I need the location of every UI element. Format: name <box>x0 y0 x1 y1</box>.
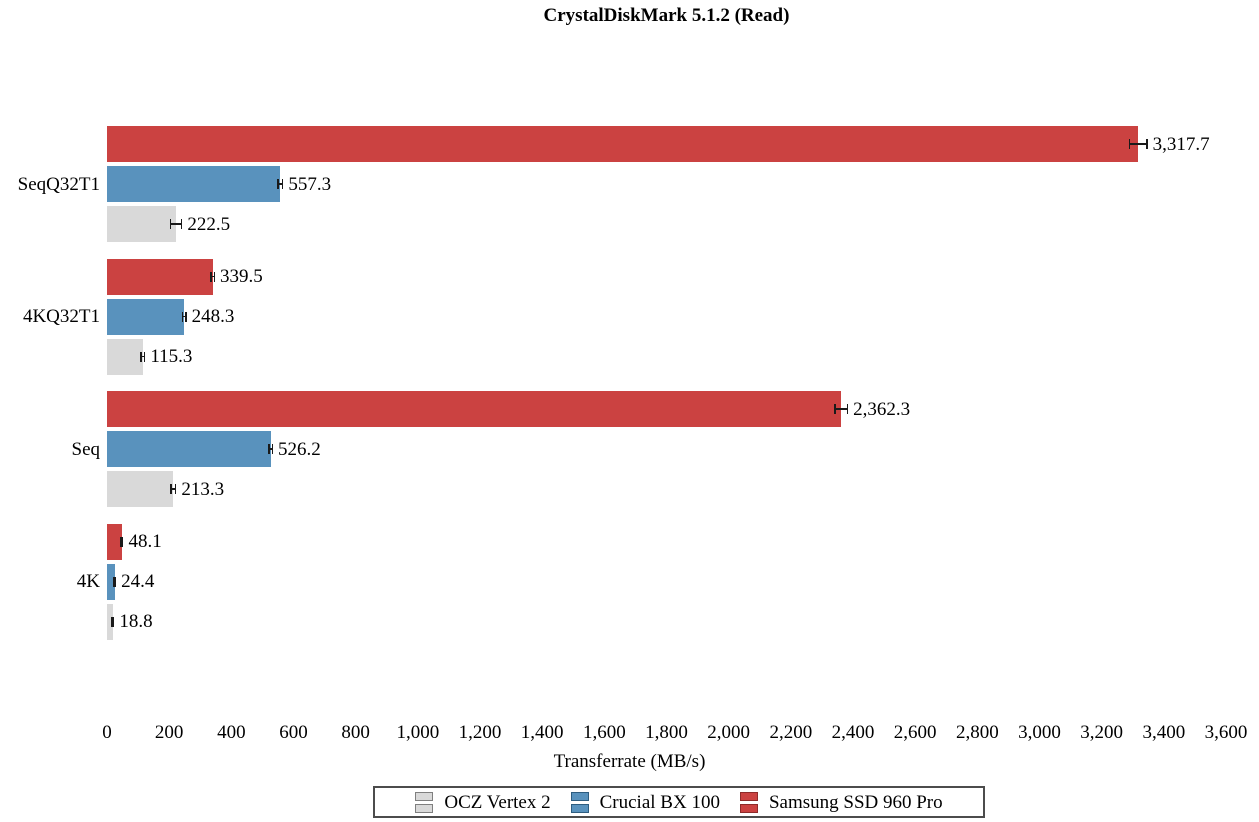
bar-value-label-seq-crucial-bx-100: 526.2 <box>278 438 321 460</box>
x-tick-label-3-000: 3,000 <box>1018 722 1061 743</box>
bar-seq-samsung-ssd-960-pro <box>107 391 842 427</box>
x-tick-label-1-600: 1,600 <box>582 722 626 743</box>
chart-title: CrystalDiskMark 5.1.2 (Read) <box>543 5 790 26</box>
x-tick-label-1-000: 1,000 <box>396 722 440 743</box>
legend-swatch-icon <box>570 791 589 813</box>
error-bar-4k-ocz-vertex-2 <box>111 616 115 627</box>
x-tick-label-3-200: 3,200 <box>1080 722 1124 743</box>
bar-value-label-4k-crucial-bx-100: 24.4 <box>121 571 155 592</box>
error-bar-4kq32t1-samsung-ssd-960-pro <box>210 271 215 282</box>
x-tick-label-2-400: 2,400 <box>831 722 875 743</box>
x-tick-label-3-600: 3,600 <box>1204 722 1248 743</box>
error-bar-4k-samsung-ssd-960-pro <box>120 536 124 547</box>
x-tick-label-600: 600 <box>279 722 308 743</box>
legend-item-crucial-bx-100: Crucial BX 100 <box>570 791 720 813</box>
error-bar-4kq32t1-crucial-bx-100 <box>181 311 187 322</box>
bar-4kq32t1-ocz-vertex-2 <box>107 338 143 375</box>
legend-label: Samsung SSD 960 Pro <box>768 791 943 813</box>
category-label-seq: Seq <box>71 438 101 460</box>
legend-item-ocz-vertex-2: OCZ Vertex 2 <box>415 791 551 813</box>
x-tick-label-3-400: 3,400 <box>1142 722 1186 743</box>
legend-swatch-icon <box>739 791 758 813</box>
x-tick-label-1-200: 1,200 <box>458 722 502 743</box>
x-tick-label-2-600: 2,600 <box>893 722 937 743</box>
error-bar-seq-ocz-vertex-2 <box>170 484 177 494</box>
x-tick-label-0: 0 <box>102 722 112 743</box>
error-bar-seqq32t1-samsung-ssd-960-pro <box>1128 139 1148 149</box>
category-label-4kq32t1: 4KQ32T1 <box>22 306 100 327</box>
x-tick-label-1-800: 1,800 <box>645 722 688 743</box>
bar-value-label-seqq32t1-crucial-bx-100: 557.3 <box>288 173 332 195</box>
error-bar-4k-crucial-bx-100 <box>113 576 117 587</box>
bar-seqq32t1-samsung-ssd-960-pro <box>107 126 1139 162</box>
bar-value-label-4kq32t1-samsung-ssd-960-pro: 339.5 <box>220 266 263 287</box>
bar-4k-ocz-vertex-2 <box>107 603 113 640</box>
x-tick-label-400: 400 <box>217 722 246 743</box>
legend: OCZ Vertex 2 Crucial BX 100 Samsung SSD 96… <box>373 786 985 818</box>
x-tick-label-800: 800 <box>341 722 370 743</box>
x-axis-title: Transferrate (MB/s) <box>553 751 706 772</box>
bar-value-label-seq-ocz-vertex-2: 213.3 <box>181 478 225 500</box>
error-bar-seqq32t1-ocz-vertex-2 <box>169 219 183 229</box>
x-tick-label-1-400: 1,400 <box>520 722 564 743</box>
bar-value-label-4kq32t1-crucial-bx-100: 248.3 <box>191 306 235 327</box>
legend-label: OCZ Vertex 2 <box>444 791 551 813</box>
x-tick-label-2-200: 2,200 <box>769 722 813 743</box>
bar-value-label-seq-samsung-ssd-960-pro: 2,362.3 <box>853 398 911 420</box>
bar-4k-samsung-ssd-960-pro <box>107 523 122 560</box>
bar-value-label-4k-ocz-vertex-2: 18.8 <box>119 611 153 632</box>
bar-value-label-4k-samsung-ssd-960-pro: 48.1 <box>128 531 162 552</box>
error-bar-seqq32t1-crucial-bx-100 <box>277 179 284 189</box>
error-bar-4kq32t1-ocz-vertex-2 <box>140 351 146 362</box>
category-label-seqq32t1: SeqQ32T1 <box>17 173 100 195</box>
legend-item-samsung-ssd-960-pro: Samsung SSD 960 Pro <box>739 791 943 813</box>
bar-seqq32t1-ocz-vertex-2 <box>107 206 177 242</box>
legend-swatch-icon <box>415 791 434 813</box>
bar-4kq32t1-samsung-ssd-960-pro <box>107 258 213 295</box>
x-tick-label-2-800: 2,800 <box>955 722 999 743</box>
category-label-4k: 4K <box>76 571 100 592</box>
legend-label: Crucial BX 100 <box>599 791 720 813</box>
bar-value-label-seqq32t1-samsung-ssd-960-pro: 3,317.7 <box>1152 133 1210 155</box>
bar-value-label-4kq32t1-ocz-vertex-2: 115.3 <box>150 346 193 367</box>
error-bar-seq-samsung-ssd-960-pro <box>834 404 849 414</box>
x-tick-label-2-000: 2,000 <box>707 722 751 743</box>
bar-seq-ocz-vertex-2 <box>107 471 174 507</box>
bar-seq-crucial-bx-100 <box>107 431 271 467</box>
bar-seqq32t1-crucial-bx-100 <box>107 166 281 202</box>
bar-4k-crucial-bx-100 <box>107 563 115 600</box>
bar-value-label-seqq32t1-ocz-vertex-2: 222.5 <box>187 213 231 235</box>
bar-4kq32t1-crucial-bx-100 <box>107 298 185 335</box>
error-bar-seq-crucial-bx-100 <box>268 444 274 454</box>
x-tick-label-200: 200 <box>154 722 184 743</box>
